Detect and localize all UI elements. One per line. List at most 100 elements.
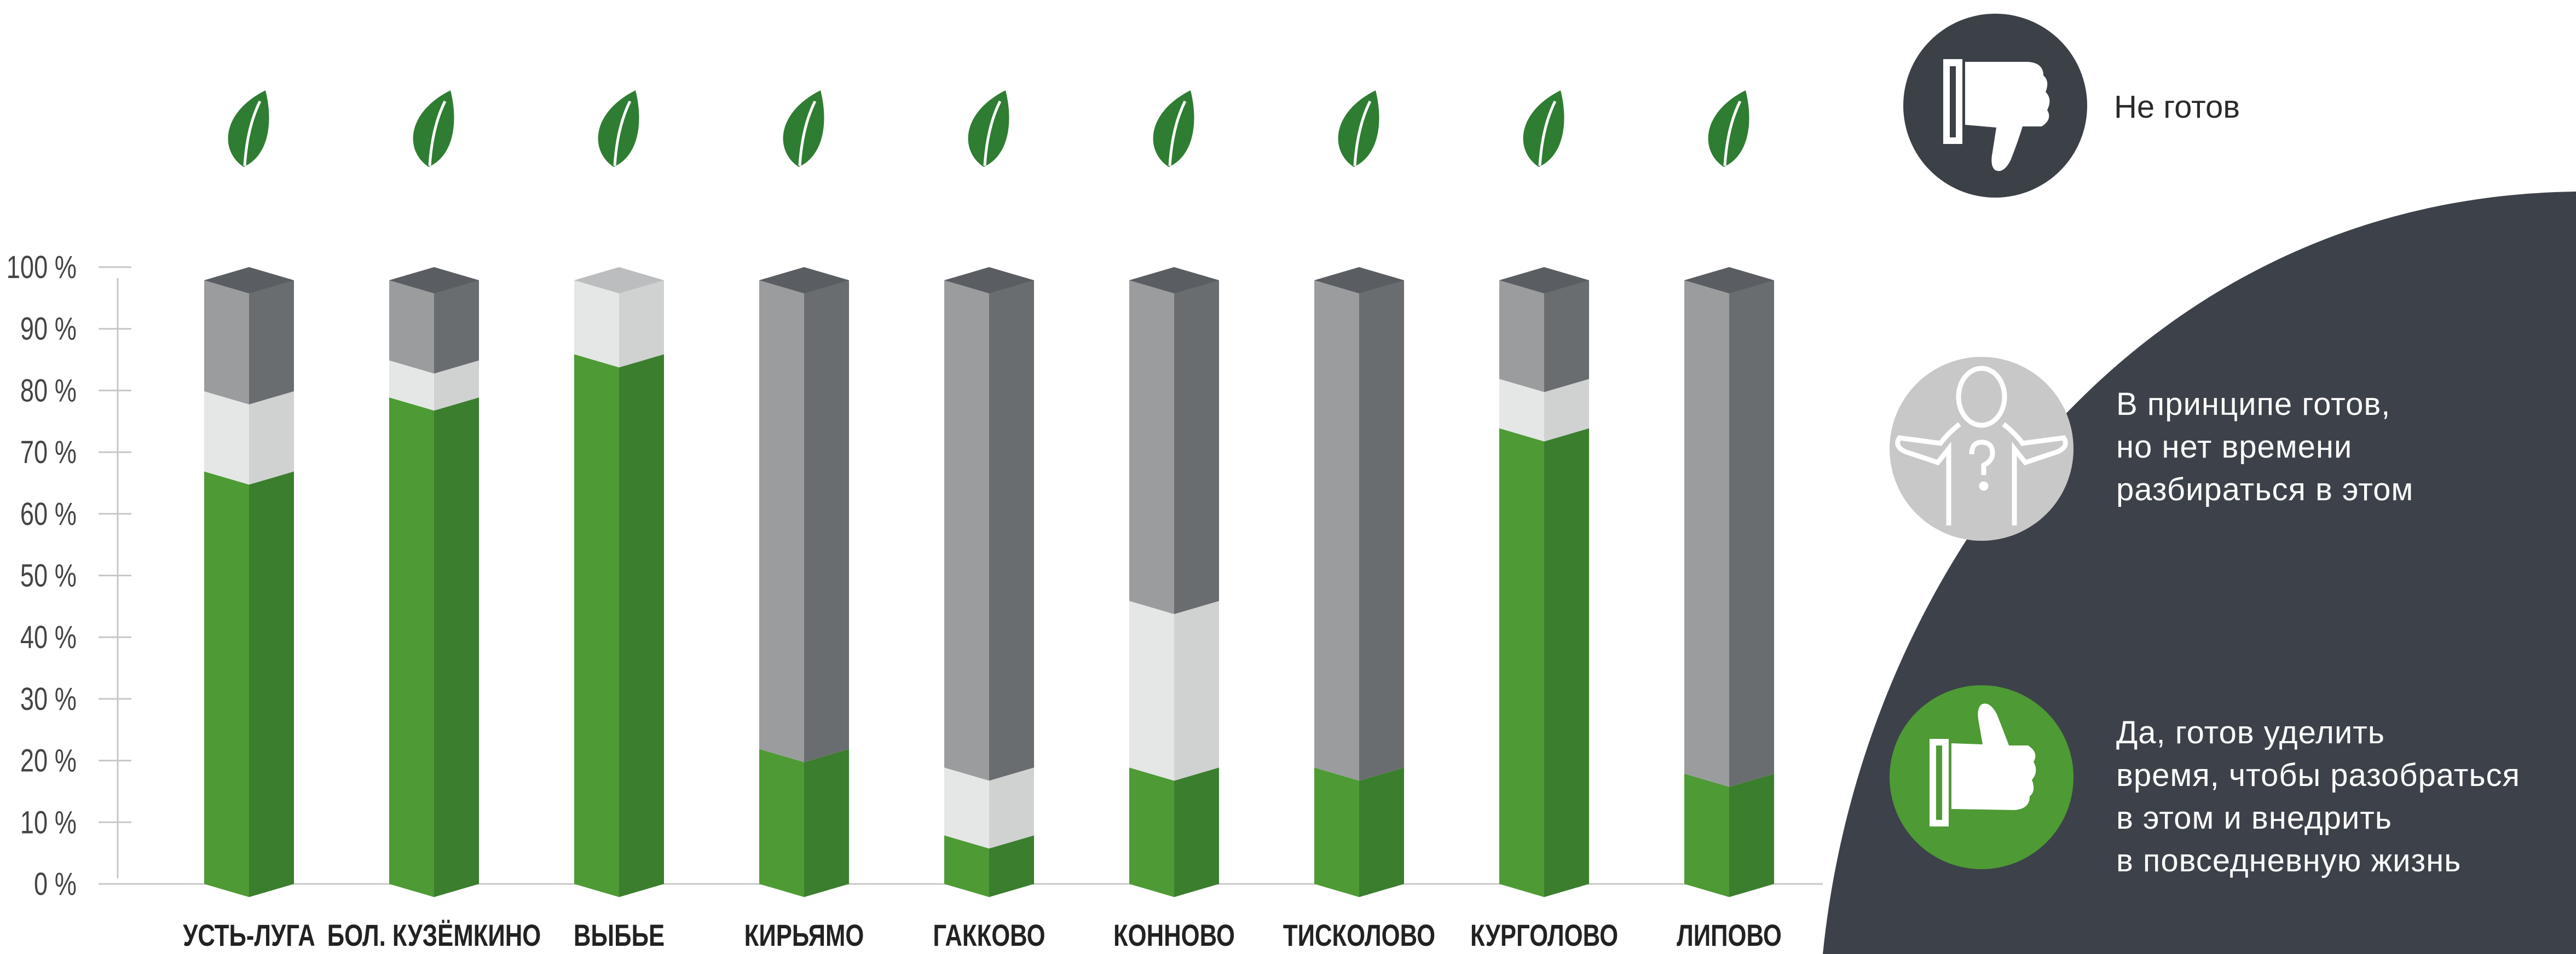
y-tick-label: 40 %	[20, 620, 77, 656]
leaf-icon	[228, 90, 269, 167]
bar-segment	[1499, 428, 1544, 897]
bar-segment	[249, 280, 294, 404]
bar-segment	[1129, 767, 1174, 897]
x-tick-label: ГАККОВО	[933, 918, 1045, 952]
bar-segment	[1499, 280, 1544, 392]
confused-person-icon	[1895, 366, 2068, 525]
leaf-icon	[1338, 90, 1379, 167]
bar-segment	[1129, 280, 1174, 615]
bar-top-cap	[389, 267, 479, 293]
bar-segment	[204, 471, 249, 897]
bar-segment	[1174, 601, 1219, 781]
y-tick-label: 90 %	[20, 311, 77, 347]
bar-segment	[989, 835, 1034, 897]
x-tick-label: ВЫБЬЕ	[574, 918, 665, 952]
leaf-icon	[968, 90, 1009, 167]
thumbs-down-icon	[1943, 59, 2050, 171]
leaf-icons	[228, 90, 1749, 167]
bar-stack	[1314, 267, 1404, 897]
bar-segment	[944, 280, 989, 781]
leaf-icon	[1523, 90, 1564, 167]
bar-segment	[759, 749, 804, 897]
bar-segment	[1729, 280, 1774, 787]
bar-stack	[204, 267, 294, 897]
bar-segment	[989, 280, 1034, 781]
bar-segment	[434, 280, 479, 374]
y-tick-label: 70 %	[20, 435, 77, 471]
bar-segment	[759, 280, 804, 762]
bars	[204, 267, 1774, 897]
bar-stack	[944, 267, 1034, 897]
y-tick-label: 20 %	[20, 743, 77, 779]
bar-segment	[204, 391, 249, 485]
x-tick-label: БОЛ. КУЗЁМКИНО	[327, 918, 541, 952]
leaf-icon	[1153, 90, 1194, 167]
bar-stack	[574, 267, 664, 897]
bar-segment	[944, 767, 989, 849]
legend-ready-line: время, чтобы разобраться	[2116, 758, 2520, 793]
bar-top-cap	[1499, 267, 1589, 293]
bar-segment	[804, 280, 849, 762]
bar-segment	[574, 280, 619, 368]
x-tick-label: КУРГОЛОВО	[1470, 918, 1618, 952]
legend-not-ready: Не готов	[1903, 14, 2240, 198]
bar-segment	[1684, 280, 1729, 787]
x-tick-label: КОННОВО	[1113, 918, 1235, 952]
x-tick-label: ЛИПОВО	[1677, 918, 1782, 952]
leaf-icon	[1708, 90, 1749, 167]
bar-segment	[1359, 767, 1404, 897]
bar-top-cap	[944, 267, 1034, 293]
y-tick-label: 10 %	[20, 805, 77, 841]
y-tick-label: 100 %	[7, 250, 77, 286]
legend-ready-line: в повседневную жизнь	[2116, 843, 2462, 878]
bar-segment	[1174, 280, 1219, 615]
y-tick-label: 30 %	[20, 682, 77, 718]
bar-segment	[944, 835, 989, 897]
bar-segment	[434, 360, 479, 411]
x-tick-label: КИРЬЯМО	[744, 918, 864, 952]
bar-segment	[389, 397, 434, 897]
legend-ready-line: Да, готов уделить	[2116, 715, 2385, 750]
bar-stack	[759, 267, 849, 897]
y-axis: 0 % 10 % 20 % 30 % 40 % 50 % 60 % 70 % 80 % 90 % 1…	[7, 250, 1823, 903]
bar-segment	[1174, 767, 1219, 897]
x-tick-label: УСТЬ-ЛУГА	[183, 918, 315, 952]
thumbs-up-icon	[1930, 703, 2036, 826]
bar-top-cap	[574, 267, 664, 293]
bar-top-cap	[1684, 267, 1774, 293]
bar-segment	[1544, 379, 1589, 442]
bar-segment	[1729, 773, 1774, 897]
bar-stack	[1129, 267, 1219, 897]
bar-segment	[989, 767, 1034, 849]
bar-stack	[1499, 267, 1589, 897]
bar-segment	[804, 749, 849, 897]
legend-ready-line: в этом и внедрить	[2116, 800, 2393, 836]
bar-segment	[574, 354, 619, 897]
legend-ready-label: Да, готов уделить время, чтобы разобрать…	[2116, 712, 2520, 882]
bar-stack	[1684, 267, 1774, 897]
legend-ready	[1890, 685, 2073, 869]
bar-stack	[389, 267, 479, 897]
bar-segment	[619, 354, 664, 897]
y-tick-label: 0 %	[34, 867, 77, 903]
bar-segment	[249, 391, 294, 485]
bar-segment	[1314, 767, 1359, 897]
bar-segment	[204, 280, 249, 404]
y-tick-label: 50 %	[20, 558, 77, 594]
bar-segment	[389, 360, 434, 411]
bar-segment	[1129, 601, 1174, 781]
bar-segment	[1544, 280, 1589, 392]
bar-segment	[1359, 280, 1404, 781]
bar-segment	[389, 280, 434, 374]
legend-no-time-label: В принципе готов, но нет времени разбира…	[2116, 383, 2413, 511]
leaf-icon	[783, 90, 824, 167]
bar-segment	[434, 397, 479, 897]
bar-segment	[1684, 773, 1729, 897]
bar-segment	[619, 280, 664, 368]
legend-no-time-line: но нет времени	[2116, 429, 2353, 465]
bar-segment	[1499, 379, 1544, 442]
legend-no-time-line: разбираться в этом	[2116, 472, 2414, 507]
bar-top-cap	[759, 267, 849, 293]
leaf-icon	[598, 90, 639, 167]
